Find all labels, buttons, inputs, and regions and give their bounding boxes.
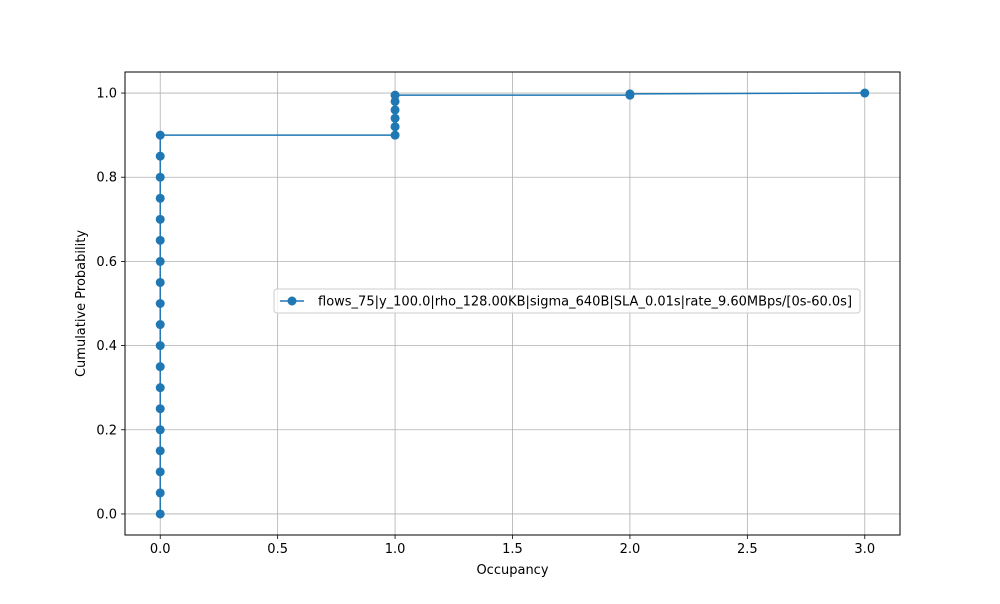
data-point (155, 509, 165, 519)
y-tick-label: 0.4 (96, 339, 117, 354)
data-point (155, 488, 165, 498)
x-tick-label: 0.0 (150, 542, 171, 557)
data-point (390, 113, 400, 123)
x-tick-label: 1.5 (502, 542, 523, 557)
data-point (625, 89, 635, 99)
data-point (155, 214, 165, 224)
y-tick-label: 0.2 (96, 423, 117, 438)
data-point (390, 122, 400, 132)
data-point (155, 277, 165, 287)
data-point (155, 383, 165, 393)
x-tick-label: 2.5 (737, 542, 758, 557)
legend-box (273, 288, 861, 314)
x-tick-label: 1.0 (385, 542, 406, 557)
data-point (390, 130, 400, 140)
data-point (155, 172, 165, 182)
y-tick-label: 1.0 (96, 87, 117, 102)
data-point (155, 446, 165, 456)
data-point (155, 404, 165, 414)
data-point (155, 425, 165, 435)
data-point (155, 193, 165, 203)
data-point (390, 105, 400, 115)
series-layer (155, 88, 870, 519)
data-point (155, 341, 165, 351)
data-point (860, 88, 870, 98)
x-axis-label: Occupancy (476, 563, 548, 578)
y-tick-label: 0.8 (96, 171, 117, 186)
data-point (155, 256, 165, 266)
data-point (390, 96, 400, 106)
data-point (155, 362, 165, 372)
data-point (155, 151, 165, 161)
data-point (155, 467, 165, 477)
data-point (155, 130, 165, 140)
data-point (155, 235, 165, 245)
y-axis-label: Cumulative Probability (74, 230, 89, 377)
x-tick-label: 3.0 (854, 542, 875, 557)
axis-ticks: 0.0 0.5 1.0 1.5 2.0 2.5 3.0 0.0 0.2 0.4 0.6 0.8 1.0 (96, 87, 875, 557)
y-tick-label: 0.6 (96, 255, 117, 270)
x-tick-label: 0.5 (267, 542, 288, 557)
legend-label: flows_75|y_100.0|rho_128.00KB|sigma_640B… (318, 295, 852, 310)
data-point (155, 299, 165, 308)
x-tick-label: 2.0 (620, 542, 641, 557)
data-point (155, 320, 165, 330)
data-point (390, 90, 400, 100)
legend: flows_75|y_100.0|rho_128.00KB|sigma_640B… (273, 288, 861, 314)
legend-marker (287, 296, 297, 306)
y-tick-label: 0.0 (96, 507, 117, 522)
